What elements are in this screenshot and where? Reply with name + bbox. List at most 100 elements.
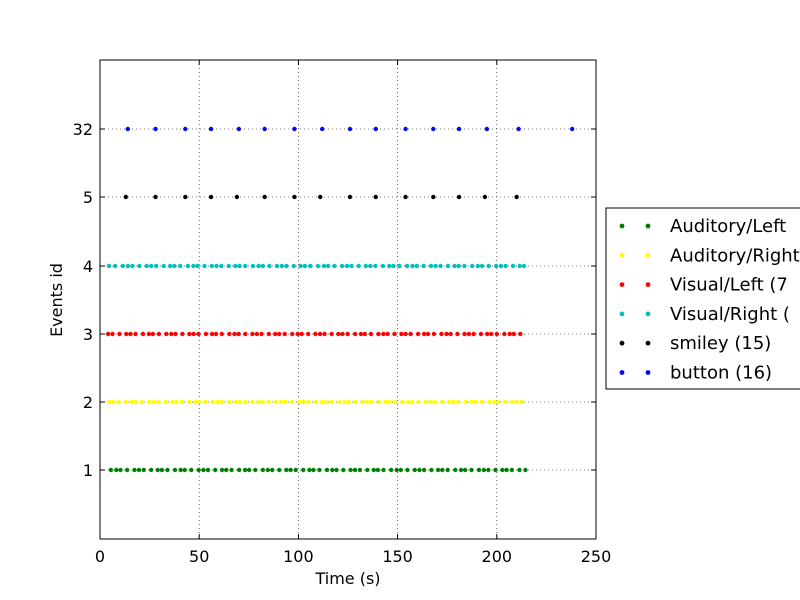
event-point — [277, 467, 282, 473]
event-point — [178, 467, 183, 473]
event-point — [373, 194, 378, 200]
event-point — [273, 399, 279, 405]
event-point — [296, 399, 302, 405]
event-point — [344, 263, 350, 269]
event-point — [148, 263, 154, 269]
event-point — [214, 263, 219, 269]
event-point — [299, 331, 304, 337]
event-point — [301, 399, 306, 405]
event-point — [227, 331, 232, 337]
event-point — [376, 399, 382, 405]
event-point — [421, 331, 427, 337]
event-point — [320, 126, 325, 132]
event-point — [125, 467, 130, 473]
event-point — [399, 331, 404, 337]
legend-label: Auditory/Left — [670, 216, 786, 237]
event-point — [213, 331, 219, 337]
event-point — [133, 331, 138, 337]
event-point — [250, 399, 255, 405]
legend-marker — [619, 252, 625, 258]
event-point — [511, 331, 516, 337]
event-point — [503, 399, 508, 405]
event-point — [428, 399, 433, 405]
event-point — [243, 331, 248, 337]
event-point — [219, 263, 224, 269]
event-point — [266, 399, 271, 405]
event-point — [203, 331, 209, 337]
event-point — [346, 399, 351, 405]
event-point — [523, 467, 528, 473]
y-axis-label: Events id — [47, 263, 66, 337]
legend: Auditory/Left Auditory/Right Visual/Left (… — [605, 207, 800, 390]
event-point — [116, 399, 121, 405]
event-point — [313, 331, 318, 337]
event-point — [153, 194, 158, 200]
event-point — [250, 263, 256, 269]
event-point — [163, 399, 168, 405]
event-point — [360, 399, 365, 405]
event-point — [340, 331, 345, 337]
event-point — [123, 399, 129, 405]
event-point — [514, 399, 519, 405]
event-point — [242, 399, 248, 405]
event-point — [146, 331, 152, 337]
event-point — [444, 331, 449, 337]
event-point — [403, 331, 408, 337]
event-point — [469, 399, 474, 405]
event-point — [403, 126, 408, 132]
event-point — [226, 399, 232, 405]
event-point — [452, 263, 457, 269]
event-point — [325, 263, 331, 269]
event-point — [421, 467, 427, 473]
event-point — [185, 263, 191, 269]
event-point — [196, 399, 202, 405]
event-point — [262, 194, 267, 200]
event-point — [345, 331, 350, 337]
legend-marker — [645, 252, 651, 258]
event-point — [180, 331, 185, 337]
event-point — [458, 467, 464, 473]
event-point — [164, 331, 169, 337]
event-point — [438, 263, 443, 269]
event-point — [404, 263, 410, 269]
event-point — [183, 194, 188, 200]
event-point — [365, 467, 370, 473]
event-point — [356, 263, 361, 269]
event-point — [298, 263, 303, 269]
event-point — [342, 399, 347, 405]
event-point — [224, 467, 229, 473]
event-point — [349, 263, 354, 269]
event-point — [129, 399, 134, 405]
event-point — [364, 399, 370, 405]
event-point — [151, 399, 157, 405]
event-points — [105, 126, 575, 473]
event-point — [517, 467, 522, 473]
event-point — [392, 331, 397, 337]
event-point — [448, 331, 453, 337]
event-point — [319, 399, 325, 405]
event-point — [132, 467, 137, 473]
event-point — [265, 467, 271, 473]
event-point — [260, 263, 266, 269]
event-point — [514, 194, 519, 200]
event-point — [201, 467, 206, 473]
event-point — [150, 331, 156, 337]
event-point — [229, 467, 234, 473]
y-tick-label: 2 — [83, 393, 93, 412]
event-point — [381, 467, 386, 473]
legend-marker — [619, 311, 625, 317]
event-point — [256, 399, 261, 405]
legend-box — [605, 207, 800, 390]
legend-marker — [619, 223, 625, 229]
event-point — [209, 263, 215, 269]
event-point — [521, 263, 527, 269]
event-point — [391, 263, 396, 269]
event-point — [432, 399, 438, 405]
event-point — [183, 126, 188, 132]
event-point — [267, 263, 272, 269]
event-point — [352, 467, 358, 473]
event-point — [439, 331, 444, 337]
event-point — [475, 263, 481, 269]
event-point — [128, 331, 133, 337]
